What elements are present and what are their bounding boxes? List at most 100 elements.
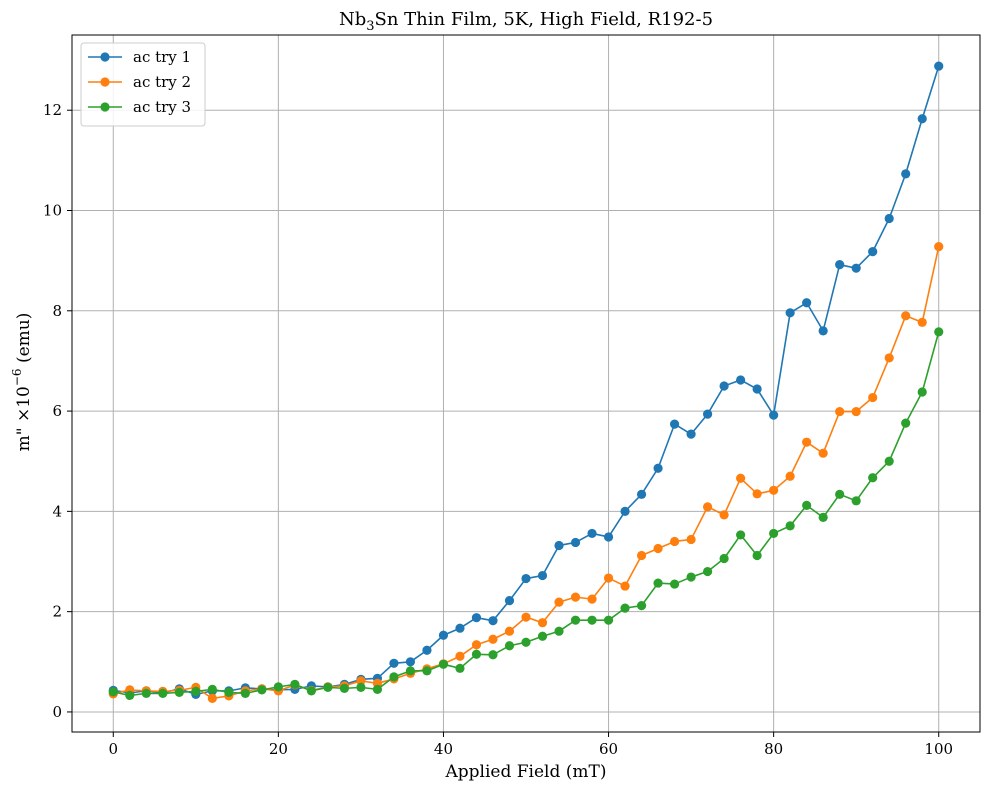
data-point-ac-try-3 [884,456,894,466]
data-point-ac-try-2 [603,573,614,583]
data-point-ac-try-2 [521,612,531,622]
y-axis-title-post: (emu) [14,313,34,369]
data-point-ac-try-1 [488,616,498,626]
data-point-ac-try-3 [488,650,498,660]
data-point-ac-try-3 [306,686,316,696]
data-point-ac-try-2 [851,406,861,417]
data-point-ac-try-3 [901,418,911,428]
data-point-ac-try-3 [141,688,151,698]
data-point-ac-try-3 [455,663,465,673]
data-point-ac-try-1 [521,573,531,584]
data-point-ac-try-3 [224,687,234,697]
x-tick-label: 0 [108,740,118,758]
data-point-ac-try-2 [917,317,927,327]
legend-swatch-marker-ac-try-2 [100,77,110,87]
series-layer [108,61,944,704]
series-ac-try-3 [108,327,944,700]
y-tick-label: 2 [52,603,62,621]
data-point-ac-try-1 [422,645,432,655]
data-point-ac-try-3 [736,530,746,540]
chart-title: Nb3Sn Thin Film, 5K, High Field, R192-5 [339,9,713,34]
data-point-ac-try-3 [257,685,267,695]
data-point-ac-try-3 [207,684,217,694]
data-point-ac-try-2 [703,502,713,512]
data-point-ac-try-2 [587,594,597,604]
y-tick-label: 12 [43,101,62,119]
data-point-ac-try-3 [835,489,845,499]
data-point-ac-try-3 [323,682,333,692]
axis-ticks: 0 20 40 60 80 100 0 2 4 6 8 10 12 [43,101,953,758]
data-point-ac-try-2 [653,543,663,554]
data-point-ac-try-3 [438,659,449,669]
data-point-ac-try-2 [818,448,828,458]
data-point-ac-try-3 [356,682,366,692]
data-point-ac-try-3 [636,601,647,611]
data-point-ac-try-2 [769,485,779,495]
data-point-ac-try-1 [917,114,927,124]
data-point-ac-try-2 [736,473,746,483]
data-point-ac-try-3 [422,666,432,676]
data-point-ac-try-1 [653,463,663,473]
data-point-ac-try-2 [835,406,845,417]
legend-swatch-marker-ac-try-1 [100,52,110,62]
data-point-ac-try-1 [884,213,894,224]
data-point-ac-try-2 [620,581,630,591]
x-tick-label: 80 [764,740,783,758]
data-point-ac-try-1 [554,540,564,551]
chart-title-post: Sn Thin Film, 5K, High Field, R192-5 [375,9,714,30]
data-point-ac-try-3 [240,688,250,698]
data-point-ac-try-2 [686,534,696,545]
data-point-ac-try-2 [901,311,911,321]
data-point-ac-try-2 [752,489,762,499]
data-point-ac-try-2 [719,510,729,520]
data-point-ac-try-1 [636,489,647,499]
data-point-ac-try-1 [389,658,399,668]
data-point-ac-try-2 [356,676,366,686]
data-point-ac-try-2 [471,640,482,650]
y-tick-label: 0 [52,703,62,721]
data-point-ac-try-3 [669,579,680,589]
data-point-ac-try-3 [504,641,515,651]
legend-label-ac-try-3: ac try 3 [133,98,191,116]
y-tick-label: 8 [52,302,62,320]
data-point-ac-try-3 [587,615,597,625]
data-point-ac-try-3 [191,686,201,696]
data-point-ac-try-3 [769,528,779,539]
data-point-ac-try-1 [587,528,597,539]
plot-area-frame [71,34,981,733]
data-point-ac-try-2 [868,392,878,403]
data-point-ac-try-3 [108,687,118,697]
data-point-ac-try-3 [405,666,416,676]
data-point-ac-try-2 [669,536,680,547]
x-axis-title: Applied Field (mT) [444,762,606,782]
data-point-ac-try-3 [372,684,383,694]
data-point-ac-try-1 [669,419,680,429]
data-point-ac-try-3 [851,496,861,506]
data-point-ac-try-3 [752,550,762,561]
chart-title-pre: Nb [339,9,366,30]
legend-label-ac-try-2: ac try 2 [133,73,191,91]
data-point-ac-try-3 [934,327,944,337]
y-axis-title: m" ×10−6 (emu) [10,313,34,452]
data-point-ac-try-3 [273,682,283,692]
data-point-ac-try-2 [504,626,515,636]
x-tick-label: 100 [924,740,953,758]
y-tick-label: 10 [43,202,62,220]
data-point-ac-try-1 [703,409,713,419]
data-point-ac-try-1 [868,247,878,257]
data-point-ac-try-3 [620,603,630,613]
data-point-ac-try-1 [570,537,581,548]
data-point-ac-try-1 [769,410,779,420]
legend-label-ac-try-1: ac try 1 [133,48,191,66]
legend-box [80,42,206,127]
data-point-ac-try-3 [868,473,878,483]
legend-swatch-marker-ac-try-3 [100,102,110,112]
data-point-ac-try-2 [802,437,812,447]
data-point-ac-try-1 [736,375,746,385]
data-point-ac-try-3 [818,512,828,522]
data-point-ac-try-3 [653,578,663,588]
data-point-ac-try-3 [174,687,184,697]
chart-title-sub: 3 [366,19,374,34]
data-point-ac-try-1 [851,263,861,273]
